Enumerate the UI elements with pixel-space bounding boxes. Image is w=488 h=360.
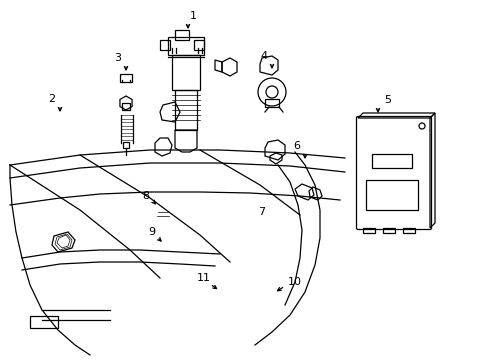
Text: 4: 4 (260, 51, 267, 61)
Text: 7: 7 (258, 207, 265, 217)
Text: 3: 3 (114, 53, 121, 63)
Bar (365, 180, 417, 210)
Bar (120, 74, 132, 82)
Bar (160, 40, 170, 50)
Text: 9: 9 (148, 227, 155, 237)
Text: 2: 2 (48, 94, 56, 104)
Bar (30, 316, 58, 328)
Bar (175, 30, 189, 40)
Bar (123, 142, 129, 148)
Bar (402, 228, 414, 233)
Bar (122, 103, 130, 110)
Text: 11: 11 (197, 273, 210, 283)
Bar (371, 154, 411, 168)
Bar (382, 228, 394, 233)
Text: 8: 8 (142, 191, 149, 201)
Bar (264, 99, 279, 107)
Text: 5: 5 (384, 95, 391, 105)
Text: 6: 6 (293, 141, 300, 151)
Bar (168, 37, 203, 55)
Bar (175, 90, 197, 130)
Text: 1: 1 (189, 11, 196, 21)
Bar (194, 40, 203, 50)
Bar (172, 55, 200, 90)
Text: 10: 10 (287, 277, 302, 287)
Bar (362, 228, 374, 233)
